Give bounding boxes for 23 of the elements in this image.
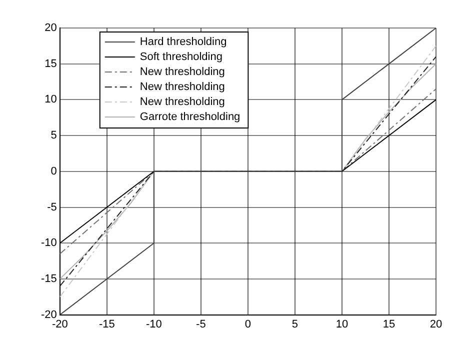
y-tick-label: -15 — [40, 272, 57, 285]
y-tick-label: 15 — [44, 58, 57, 70]
legend-label: Hard thresholding — [140, 36, 227, 48]
y-tick-label: 20 — [44, 22, 57, 34]
x-tick-label: -15 — [98, 318, 115, 330]
y-tick-label: 10 — [44, 94, 57, 106]
y-tick-label: -20 — [40, 308, 57, 321]
x-tick-label: 5 — [292, 318, 298, 330]
y-tick-label: -10 — [40, 237, 57, 250]
legend-label: Soft thresholding — [140, 51, 222, 64]
y-tick-label: 5 — [50, 130, 57, 142]
x-tick-label: -5 — [196, 318, 206, 330]
legend-label: New thresholding — [140, 66, 225, 78]
x-tick-label: -10 — [146, 318, 162, 330]
y-tick-label: -5 — [47, 201, 57, 214]
y-tick-label: 0 — [50, 165, 57, 178]
x-tick-label: 0 — [244, 318, 252, 330]
x-tick-label: 15 — [382, 318, 396, 330]
legend-label: New thresholding — [140, 96, 225, 108]
legend-label: New thresholding — [140, 81, 225, 94]
legend-label: Garrote thresholding — [140, 111, 240, 124]
x-tick-label: 10 — [336, 318, 348, 330]
x-tick-label: 20 — [430, 318, 442, 330]
